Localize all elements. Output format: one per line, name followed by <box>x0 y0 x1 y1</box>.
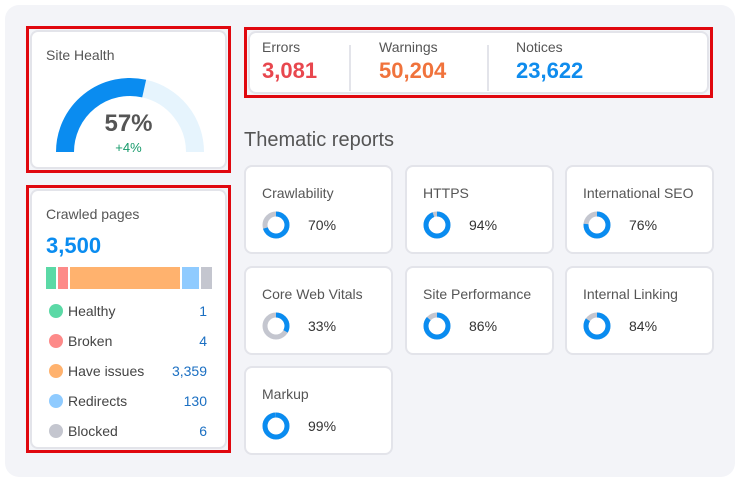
legend-label: Redirects <box>68 393 128 409</box>
legend-value[interactable]: 130 <box>183 393 207 409</box>
report-value: 86% <box>469 318 498 334</box>
crawled-pages-bar <box>46 267 212 289</box>
report-label: Core Web Vitals <box>262 286 363 302</box>
report-card-markup[interactable]: Markup 99% <box>244 366 393 455</box>
warnings-label: Warnings <box>379 39 438 55</box>
report-label: Internal Linking <box>583 286 678 302</box>
report-card-https[interactable]: HTTPS 94% <box>405 165 554 254</box>
legend-dot-icon <box>49 334 63 348</box>
donut-chart <box>583 211 611 239</box>
donut-fill <box>262 312 290 340</box>
legend-label: Healthy <box>68 303 116 319</box>
legend-value[interactable]: 3,359 <box>171 363 207 379</box>
legend-label: Blocked <box>68 423 118 439</box>
legend-dot-icon <box>49 424 63 438</box>
legend-dot-icon <box>49 304 63 318</box>
crawled-bar-segment-healthy[interactable] <box>46 267 56 289</box>
report-card-international-seo[interactable]: International SEO 76% <box>565 165 714 254</box>
report-label: Site Performance <box>423 286 532 302</box>
legend-value[interactable]: 6 <box>199 423 207 439</box>
donut-fill <box>423 312 451 340</box>
highlight-box <box>26 185 231 453</box>
errors-label: Errors <box>262 39 301 55</box>
crawled-bar-segment-redirects[interactable] <box>182 267 199 289</box>
legend-label: Broken <box>68 333 113 349</box>
report-value: 76% <box>629 217 658 233</box>
divider <box>487 45 489 91</box>
report-card-crawlability[interactable]: Crawlability 70% <box>244 165 393 254</box>
crawled-bar-segment-blocked[interactable] <box>200 267 212 289</box>
donut-chart <box>583 312 611 340</box>
crawled-pages-card[interactable]: Crawled pages 3,500 Healthy 1 Broken 4 Have … <box>30 189 227 449</box>
legend-dot-icon <box>49 394 63 408</box>
donut-fill <box>423 211 451 239</box>
report-label: Markup <box>262 386 309 402</box>
legend-item[interactable]: Broken 4 <box>49 331 207 351</box>
donut-fill <box>262 412 290 440</box>
divider <box>349 45 351 91</box>
issues-card: Errors 3,081 Warnings 50,204 Notices 23,… <box>248 31 709 94</box>
crawled-pages-total: 3,500 <box>46 233 102 258</box>
report-value: 70% <box>308 217 337 233</box>
legend-value[interactable]: 4 <box>199 333 207 349</box>
donut-fill <box>262 211 290 239</box>
legend-dot-icon <box>49 364 63 378</box>
notices-stat[interactable]: Notices 23,622 <box>516 39 583 84</box>
errors-stat[interactable]: Errors 3,081 <box>262 39 317 84</box>
site-health-value: 57% <box>104 110 153 137</box>
site-health-delta: +4% <box>115 140 142 155</box>
report-value: 99% <box>308 418 337 434</box>
legend-label: Have issues <box>68 363 145 379</box>
site-health-gauge <box>56 78 204 153</box>
notices-value: 23,622 <box>516 58 584 83</box>
report-value: 94% <box>469 217 498 233</box>
highlight-box <box>244 27 713 98</box>
crawled-pages-title: Crawled pages <box>46 206 140 222</box>
donut-chart <box>262 412 290 440</box>
report-value: 84% <box>629 318 658 334</box>
donut-chart <box>423 312 451 340</box>
warnings-stat[interactable]: Warnings 50,204 <box>379 39 446 84</box>
report-card-internal-linking[interactable]: Internal Linking 84% <box>565 266 714 355</box>
donut-chart <box>262 312 290 340</box>
thematic-reports-title: Thematic reports <box>244 129 395 151</box>
legend-item[interactable]: Redirects 130 <box>49 391 207 411</box>
errors-value: 3,081 <box>262 58 318 83</box>
notices-label: Notices <box>516 39 563 55</box>
gauge-fill <box>56 78 147 153</box>
donut-fill <box>583 211 611 239</box>
warnings-value: 50,204 <box>379 58 447 83</box>
donut-fill <box>583 312 611 340</box>
site-health-title: Site Health <box>46 47 115 63</box>
legend-item[interactable]: Have issues 3,359 <box>49 361 207 381</box>
report-label: HTTPS <box>423 185 469 201</box>
legend-item[interactable]: Blocked 6 <box>49 421 207 441</box>
report-value: 33% <box>308 318 337 334</box>
site-health-card[interactable]: Site Health 57% +4% <box>30 30 227 169</box>
legend-value[interactable]: 1 <box>199 303 207 319</box>
legend-item[interactable]: Healthy 1 <box>49 301 207 321</box>
donut-chart <box>262 211 290 239</box>
donut-chart <box>423 211 451 239</box>
gauge-remaining <box>141 79 204 153</box>
report-card-core-web-vitals[interactable]: Core Web Vitals 33% <box>244 266 393 355</box>
report-card-site-performance[interactable]: Site Performance 86% <box>405 266 554 355</box>
report-label: International SEO <box>583 185 694 201</box>
crawled-bar-segment-broken[interactable] <box>57 267 68 289</box>
highlight-box <box>26 26 231 173</box>
report-label: Crawlability <box>262 185 334 201</box>
crawled-bar-segment-have-issues[interactable] <box>69 267 181 289</box>
